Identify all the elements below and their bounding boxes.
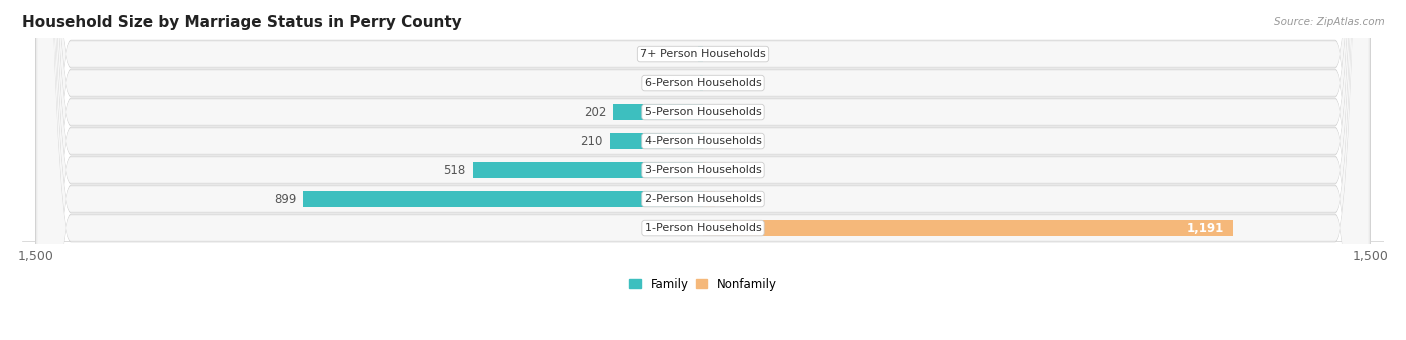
FancyBboxPatch shape bbox=[35, 0, 1371, 340]
Text: 6: 6 bbox=[686, 76, 693, 89]
FancyBboxPatch shape bbox=[35, 0, 1371, 340]
Text: 5-Person Households: 5-Person Households bbox=[644, 107, 762, 117]
FancyBboxPatch shape bbox=[38, 0, 1368, 340]
Bar bbox=[703, 162, 706, 178]
FancyBboxPatch shape bbox=[38, 0, 1368, 340]
Text: 899: 899 bbox=[274, 192, 297, 206]
Text: 210: 210 bbox=[581, 135, 603, 148]
Bar bbox=[703, 191, 716, 207]
Bar bbox=[700, 75, 703, 91]
FancyBboxPatch shape bbox=[38, 0, 1368, 340]
Bar bbox=[304, 191, 703, 207]
Text: 2: 2 bbox=[710, 135, 718, 148]
FancyBboxPatch shape bbox=[38, 0, 1368, 340]
Text: 12: 12 bbox=[676, 48, 690, 61]
Text: 28: 28 bbox=[723, 192, 737, 206]
Bar bbox=[703, 220, 1233, 236]
Text: 7+ Person Households: 7+ Person Households bbox=[640, 49, 766, 59]
Text: 0: 0 bbox=[710, 48, 717, 61]
Text: 202: 202 bbox=[583, 105, 606, 119]
Text: 2-Person Households: 2-Person Households bbox=[644, 194, 762, 204]
FancyBboxPatch shape bbox=[35, 0, 1371, 340]
FancyBboxPatch shape bbox=[35, 0, 1371, 340]
Text: Household Size by Marriage Status in Perry County: Household Size by Marriage Status in Per… bbox=[22, 15, 463, 30]
Bar bbox=[697, 46, 703, 63]
Bar bbox=[472, 162, 703, 178]
Bar bbox=[610, 133, 703, 150]
Text: 7: 7 bbox=[713, 164, 720, 176]
FancyBboxPatch shape bbox=[35, 0, 1371, 340]
Text: 3-Person Households: 3-Person Households bbox=[644, 165, 762, 175]
FancyBboxPatch shape bbox=[35, 0, 1371, 340]
Text: 6-Person Households: 6-Person Households bbox=[644, 78, 762, 88]
Legend: Family, Nonfamily: Family, Nonfamily bbox=[624, 273, 782, 296]
FancyBboxPatch shape bbox=[38, 0, 1368, 340]
Text: 0: 0 bbox=[710, 76, 717, 89]
Text: 4-Person Households: 4-Person Households bbox=[644, 136, 762, 146]
Text: 1,191: 1,191 bbox=[1187, 222, 1225, 235]
Text: 1-Person Households: 1-Person Households bbox=[644, 223, 762, 233]
FancyBboxPatch shape bbox=[38, 0, 1368, 340]
Text: 0: 0 bbox=[710, 105, 717, 119]
Bar bbox=[613, 104, 703, 120]
FancyBboxPatch shape bbox=[38, 0, 1368, 340]
Text: 518: 518 bbox=[444, 164, 465, 176]
Text: Source: ZipAtlas.com: Source: ZipAtlas.com bbox=[1274, 17, 1385, 27]
FancyBboxPatch shape bbox=[35, 0, 1371, 340]
